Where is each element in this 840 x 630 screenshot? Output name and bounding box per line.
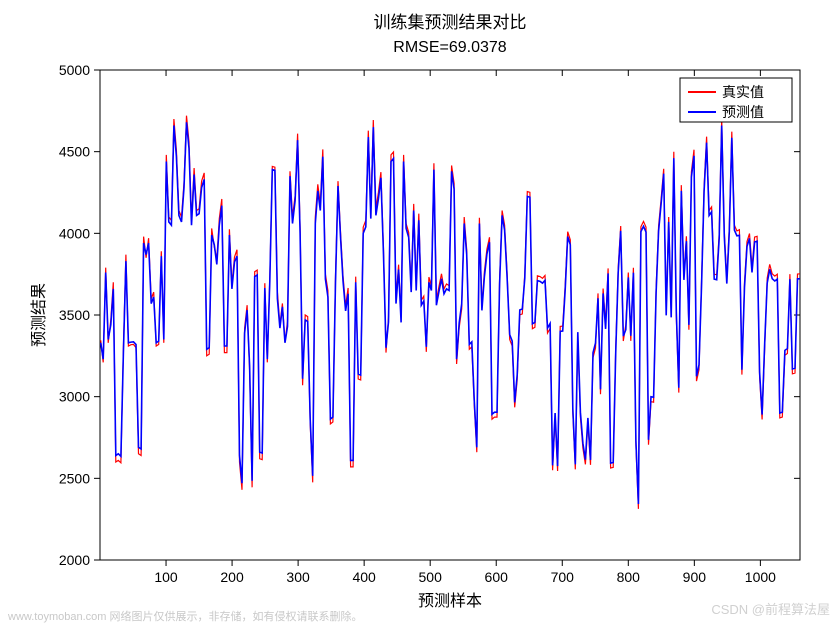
y-tick-label: 4000 bbox=[59, 225, 90, 241]
y-tick-label: 2000 bbox=[59, 552, 90, 568]
x-tick-label: 100 bbox=[154, 569, 178, 585]
chart-container: 训练集预测结果对比 RMSE=69.0378 100 200 300 400 500 600 7… bbox=[0, 0, 840, 630]
y-tick-label: 3500 bbox=[59, 307, 90, 323]
legend-label: 真实值 bbox=[722, 84, 764, 100]
x-tick-label: 200 bbox=[220, 569, 244, 585]
line-chart: 训练集预测结果对比 RMSE=69.0378 100 200 300 400 500 600 7… bbox=[0, 0, 840, 630]
x-tick-label: 500 bbox=[419, 569, 443, 585]
x-tick-label: 600 bbox=[485, 569, 509, 585]
y-axis-label: 预测结果 bbox=[30, 283, 48, 347]
x-tick-label: 900 bbox=[683, 569, 707, 585]
x-tick-label: 400 bbox=[352, 569, 376, 585]
y-tick-label: 4500 bbox=[59, 144, 90, 160]
chart-title: 训练集预测结果对比 bbox=[374, 13, 527, 32]
watermark-right: CSDN @前程算法屋 bbox=[711, 599, 830, 618]
chart-subtitle: RMSE=69.0378 bbox=[393, 39, 507, 56]
y-tick-label: 3000 bbox=[59, 389, 90, 405]
y-tick-label: 5000 bbox=[59, 62, 90, 78]
x-tick-label: 700 bbox=[551, 569, 575, 585]
y-tick-label: 2500 bbox=[59, 470, 90, 486]
x-tick-label: 1000 bbox=[745, 569, 776, 585]
legend-label: 预测值 bbox=[722, 104, 764, 120]
x-tick-label: 800 bbox=[617, 569, 641, 585]
watermark-left: www.toymoban.com 网络图片仅供展示，非存储，如有侵权请联系删除。 bbox=[8, 608, 362, 624]
x-axis-label: 预测样本 bbox=[418, 592, 482, 610]
x-tick-label: 300 bbox=[286, 569, 310, 585]
